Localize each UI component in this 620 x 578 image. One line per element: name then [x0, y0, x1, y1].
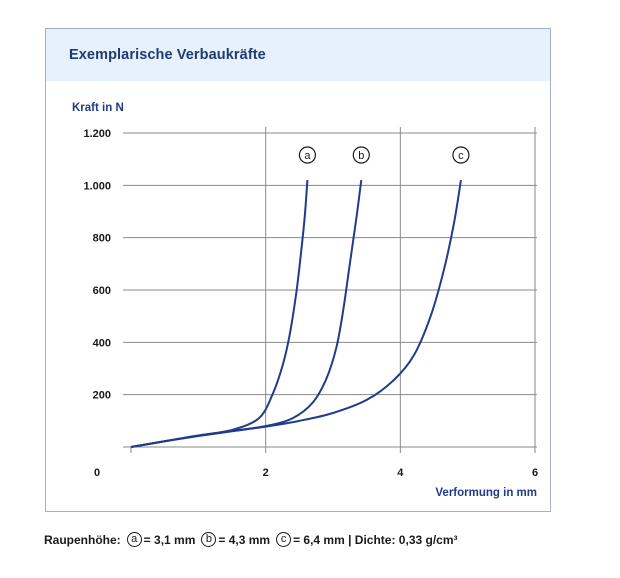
y-tick-label: 400: [93, 337, 111, 349]
y-axis-label: Kraft in N: [72, 102, 124, 114]
x-tick-label: 2: [263, 467, 269, 479]
series-line-a: [130, 180, 309, 448]
footer-b-value: = 4,3 mm: [218, 532, 271, 547]
footer-legend: Raupenhöhe: a = 3,1 mm b = 4,3 mm c = 6,…: [44, 532, 462, 547]
series-line-c: [130, 179, 462, 448]
series-label-c: c: [458, 150, 464, 162]
footer-a-value: = 3,1 mm: [143, 532, 196, 547]
x-tick-label: 6: [532, 467, 538, 479]
symbol-a: a: [126, 532, 142, 547]
series-label-a: a: [304, 150, 311, 162]
y-tick-label: 200: [93, 390, 111, 402]
series-label-b: b: [358, 150, 364, 162]
x-tick-label: 0: [94, 467, 100, 479]
symbol-c: c: [276, 532, 292, 547]
x-tick-label: 4: [397, 467, 404, 479]
chart-svg: 200 400 600 800 1.000 1.200 0 2 4 6 Kraft in N Verf…: [72, 102, 538, 499]
series-marker-b: [352, 146, 370, 164]
symbol-b: b: [201, 532, 217, 547]
y-tick-label: 600: [93, 285, 111, 297]
x-axis-label: Verformung in mm: [435, 487, 537, 499]
series-marker-a: [298, 146, 317, 164]
y-tick-label: 800: [93, 233, 111, 245]
y-tick-label: 1.200: [83, 128, 111, 140]
series-line-b: [130, 179, 363, 448]
series-marker-c: [452, 146, 470, 164]
panel-header: Exemplarische Verbaukräfte: [46, 29, 550, 81]
chart-panel: Exemplarische Verbaukräfte: [45, 28, 551, 512]
y-tick-label: 1.000: [83, 180, 111, 192]
footer-c-value: = 6,4 mm | Dichte: 0,33 g/cm³: [293, 532, 458, 547]
chart-title: Exemplarische Verbaukräfte: [69, 47, 266, 63]
footer-prefix: Raupenhöhe:: [44, 532, 121, 547]
